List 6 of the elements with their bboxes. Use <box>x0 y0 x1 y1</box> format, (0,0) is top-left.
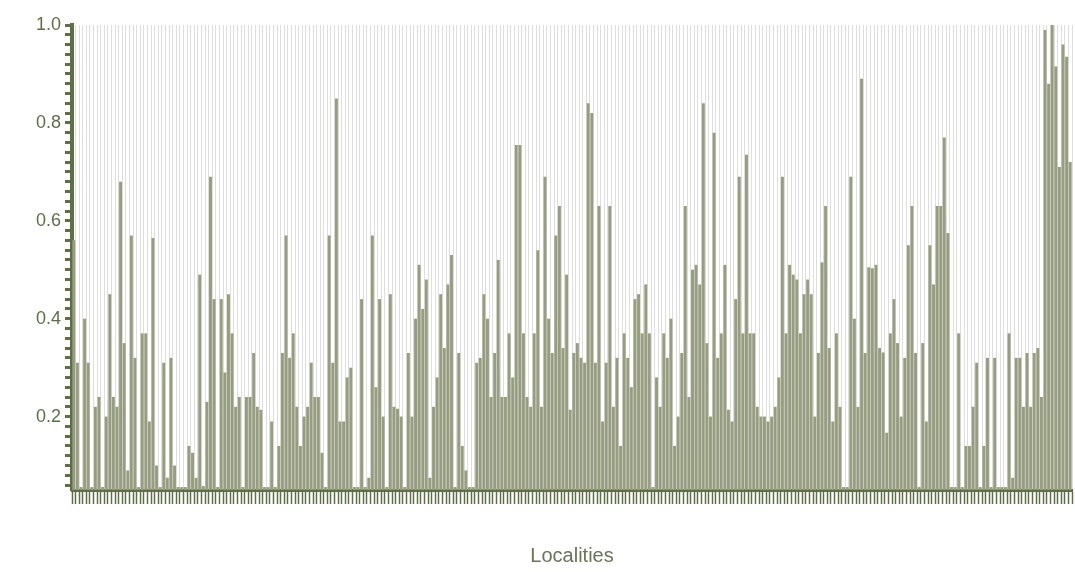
y-tick-label: 1.0 <box>35 13 61 34</box>
y-tick-label: 0.4 <box>35 307 61 328</box>
y-tick-label: 0.8 <box>35 111 61 132</box>
y-tick-label: 0.2 <box>35 405 61 426</box>
x-axis-title: Localities <box>530 543 614 566</box>
y-tick-label: 0.6 <box>35 209 61 230</box>
